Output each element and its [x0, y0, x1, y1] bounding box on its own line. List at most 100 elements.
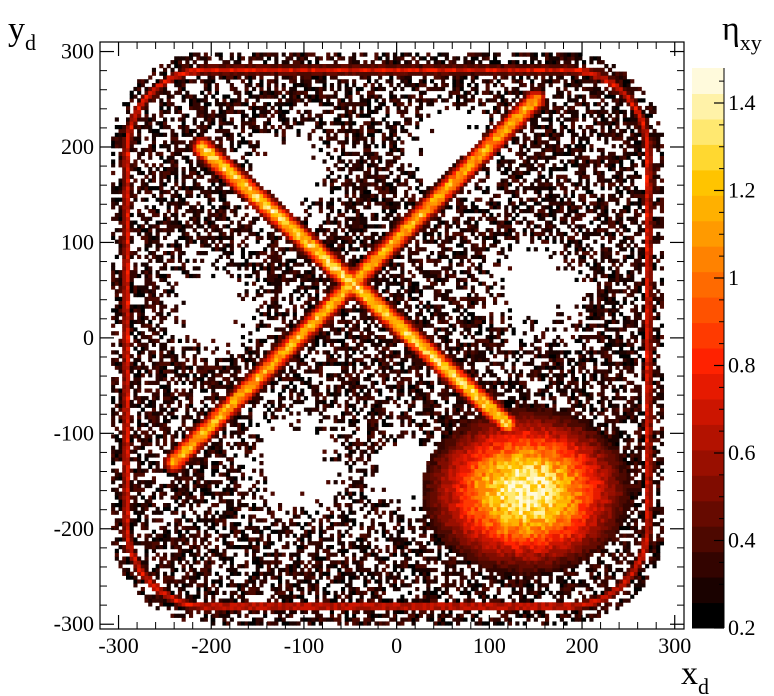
heatmap-cell: [163, 109, 168, 115]
heatmap-cell: [226, 102, 231, 107]
heatmap-cell: [240, 335, 246, 340]
heatmap-cell: [211, 399, 216, 405]
heatmap-cell: [185, 128, 190, 134]
heatmap-cell: [170, 602, 175, 607]
heatmap-cell: [315, 319, 320, 325]
heatmap-cell: [122, 193, 127, 199]
heatmap-cell: [200, 617, 205, 622]
heatmap-cell: [326, 262, 331, 267]
heatmap-cell: [270, 365, 275, 370]
heatmap-cell: [341, 575, 346, 580]
heatmap-cell: [252, 609, 257, 615]
heatmap-cell: [341, 598, 346, 603]
heatmap-cell: [196, 170, 201, 176]
heatmap-cell: [122, 296, 127, 302]
heatmap-cell: [240, 472, 246, 477]
heatmap-cell: [318, 79, 323, 84]
heatmap-cell: [266, 598, 272, 603]
heatmap-cell: [300, 277, 305, 283]
heatmap-cell: [151, 90, 157, 95]
heatmap-cell: [344, 189, 349, 195]
heatmap-cell: [200, 426, 205, 431]
heatmap-cell: [226, 163, 231, 168]
heatmap-cell: [315, 289, 320, 294]
heatmap-cell: [166, 369, 171, 374]
heatmap-cell: [111, 503, 116, 508]
heatmap-cell: [214, 430, 220, 435]
heatmap-cell: [263, 380, 268, 386]
heatmap-cell: [337, 71, 342, 76]
heatmap-cell: [344, 151, 349, 157]
heatmap-cell: [133, 220, 138, 225]
heatmap-cell: [207, 365, 212, 370]
heatmap-cell: [296, 396, 301, 401]
heatmap-cell: [214, 178, 220, 183]
heatmap-cell: [344, 205, 349, 210]
heatmap-cell: [185, 392, 190, 397]
heatmap-cell: [122, 441, 127, 447]
heatmap-cell: [326, 304, 331, 309]
heatmap-cell: [211, 373, 216, 378]
heatmap-cell: [177, 476, 183, 481]
heatmap-cell: [114, 403, 119, 408]
heatmap-cell: [174, 506, 179, 512]
heatmap-cell: [196, 587, 201, 592]
heatmap-cell: [344, 392, 349, 397]
heatmap-cell: [211, 388, 216, 393]
heatmap-cell: [137, 231, 142, 237]
heatmap-cell: [255, 216, 260, 221]
heatmap-cell: [163, 392, 168, 397]
heatmap-cell: [322, 128, 327, 134]
heatmap-cell: [144, 300, 149, 305]
heatmap-cell: [111, 281, 116, 286]
heatmap-cell: [237, 609, 242, 615]
heatmap-cell: [189, 193, 194, 199]
heatmap-cell: [211, 503, 216, 508]
heatmap-cell: [185, 537, 190, 542]
heatmap-cell: [344, 273, 349, 279]
heatmap-cell: [166, 312, 171, 317]
heatmap-cell: [196, 159, 201, 164]
heatmap-cell: [163, 407, 168, 412]
heatmap-cell: [255, 94, 260, 99]
heatmap-cell: [322, 296, 327, 302]
heatmap-cell: [278, 90, 283, 95]
heatmap-cell: [333, 331, 338, 336]
heatmap-cell: [181, 251, 186, 256]
heatmap-cell: [207, 67, 212, 73]
heatmap-cell: [341, 79, 346, 84]
heatmap-cell: [244, 235, 249, 241]
heatmap-cell: [126, 468, 131, 473]
heatmap-cell: [274, 67, 279, 73]
heatmap-cell: [189, 147, 194, 153]
heatmap-cell: [285, 121, 290, 126]
heatmap-cell: [292, 315, 297, 321]
heatmap-cell: [322, 300, 327, 305]
heatmap-cell: [222, 548, 227, 554]
heatmap-cell: [185, 235, 190, 241]
heatmap-cell: [174, 583, 179, 588]
heatmap-cell: [292, 564, 297, 569]
heatmap-cell: [163, 457, 168, 462]
heatmap-cell: [326, 52, 331, 57]
heatmap-cell: [285, 71, 290, 76]
heatmap-cell: [177, 243, 183, 248]
heatmap-cell: [148, 86, 153, 92]
heatmap-cell: [207, 548, 212, 554]
heatmap-cell: [292, 327, 297, 332]
heatmap-cell: [192, 510, 197, 515]
heatmap-cell: [252, 125, 257, 130]
heatmap-cell: [292, 228, 297, 233]
heatmap-cell: [318, 262, 323, 267]
heatmap-cell: [122, 155, 127, 160]
heatmap-cell: [174, 369, 179, 374]
heatmap-cell: [144, 163, 149, 168]
heatmap-cell: [303, 319, 309, 325]
heatmap-cell: [255, 231, 260, 237]
heatmap-cell: [155, 338, 160, 344]
heatmap-cell: [137, 510, 142, 515]
heatmap-cell: [348, 468, 353, 473]
heatmap-cell: [174, 315, 179, 321]
heatmap-cell: [155, 564, 160, 569]
heatmap-cell: [189, 365, 194, 370]
